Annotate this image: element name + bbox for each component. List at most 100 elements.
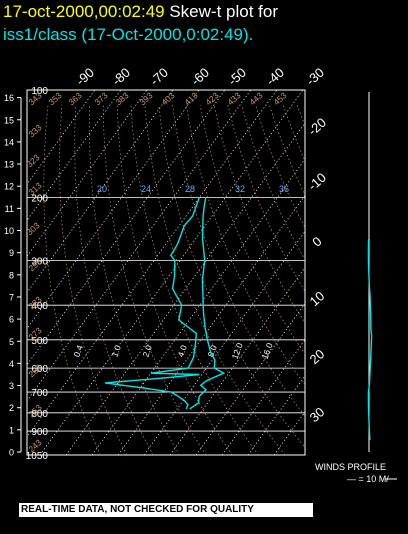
dry-adiabat-label: 413 <box>182 90 199 107</box>
temperature-tick-label-top: -70 <box>147 65 171 89</box>
height-tick-label: 11 <box>5 204 14 214</box>
dry-adiabat-label: 353 <box>46 90 63 107</box>
mixing-ratio-bottom-label: 16.0 <box>260 341 275 360</box>
isotherm-line <box>39 90 304 455</box>
dry-adiabat-line <box>130 104 259 455</box>
dry-adiabat-label: 363 <box>66 90 83 107</box>
winds-profile-label: WINDS PROFILE <box>315 462 387 472</box>
dry-adiabat-label: 443 <box>247 90 264 107</box>
dry-adiabat-line <box>172 104 305 417</box>
plot-title: 17-oct-2000,00:02:49 Skew-t plot for <box>3 2 278 22</box>
height-tick-label: 4 <box>9 359 14 369</box>
grid-layer <box>17 89 408 456</box>
temperature-tick-label-right: -20 <box>305 115 329 139</box>
winds-scale-label: — = 10 M/ <box>347 474 389 484</box>
pressure-tick-label: 700 <box>31 388 48 399</box>
height-tick-label: 5 <box>9 337 14 347</box>
isotherm-line <box>27 90 174 294</box>
isotherm-line <box>65 122 305 455</box>
dry-adiabat-label: 373 <box>92 90 109 107</box>
temperature-series <box>189 197 226 410</box>
dry-adiabat-line <box>227 104 305 292</box>
dry-adiabat-line <box>311 105 408 455</box>
isotherm-line <box>247 375 305 455</box>
temperature-tick-label-top: -40 <box>263 65 287 89</box>
dry-adiabat-label: 453 <box>271 90 288 107</box>
temperature-tick-label-top: -90 <box>73 65 97 89</box>
dewpoint-series <box>104 197 200 410</box>
dry-adiabat-label: 383 <box>113 90 130 107</box>
temperature-tick-label-top: -60 <box>188 65 212 89</box>
dry-adiabat-line <box>74 104 154 455</box>
dry-adiabat-line <box>144 104 286 455</box>
pressure-tick-label: 800 <box>31 409 48 420</box>
isotherm-line <box>27 90 226 366</box>
pressure-tick-label: 500 <box>31 336 48 347</box>
title-datetime: 17-oct-2000,00:02:49 <box>3 2 165 21</box>
label-layer: 1002003004005006007008009001050012345678… <box>4 65 329 462</box>
mixing-ratio-bottom-label: 0.4 <box>71 343 85 358</box>
dry-adiabat-line <box>352 105 408 455</box>
series-layer <box>104 197 226 410</box>
height-tick-label: 14 <box>4 137 14 147</box>
plot-subtitle: iss1/class (17-Oct-2000,0:02:49). <box>3 25 254 44</box>
isotherm-line <box>91 158 305 455</box>
quality-banner: REAL-TIME DATA, NOT CHECKED FOR QUALITY <box>19 503 313 517</box>
mixing-ratio-label: 24 <box>141 184 151 194</box>
dry-adiabat-line <box>185 104 305 386</box>
height-tick-label: 6 <box>9 315 14 325</box>
dry-adiabat-line <box>268 104 305 196</box>
mixing-ratio-label: 32 <box>235 184 245 194</box>
temperature-tick-label-right: 0 <box>309 234 324 250</box>
pressure-tick-label: 100 <box>31 86 48 97</box>
dry-adiabat-line <box>255 104 305 229</box>
pressure-tick-label: 200 <box>31 194 48 205</box>
temperature-tick-label-right: 10 <box>307 288 328 309</box>
wind-profile <box>367 92 397 480</box>
temperature-tick-label-right: 20 <box>307 346 328 367</box>
dry-adiabat-line <box>282 104 305 162</box>
dry-adiabat-line <box>158 104 305 448</box>
pressure-tick-label: 1050 <box>26 451 49 462</box>
isotherm-line <box>221 339 305 455</box>
mixing-ratio-bottom-label: 4.0 <box>175 343 189 358</box>
temperature-tick-label-right: -10 <box>305 170 329 194</box>
height-tick-label: 2 <box>9 403 14 413</box>
height-tick-label: 7 <box>9 292 14 302</box>
height-tick-label: 8 <box>9 270 14 280</box>
isotherm-line <box>27 90 252 402</box>
dry-adiabat-line <box>213 104 305 324</box>
isotherm-line <box>27 90 148 257</box>
dry-adiabat-label: 423 <box>203 90 220 107</box>
mixing-ratio-bottom-label: 1.0 <box>109 343 123 358</box>
dry-adiabat-label: 333 <box>26 122 43 139</box>
isotherm-line <box>117 194 305 455</box>
height-tick-label: 10 <box>4 226 14 236</box>
height-tick-label: 1 <box>9 425 14 435</box>
height-tick-label: 15 <box>4 115 14 125</box>
wind-profile-trace <box>367 239 373 441</box>
isotherm-line <box>143 230 305 455</box>
pressure-tick-label: 600 <box>31 364 48 375</box>
isotherm-line <box>169 266 305 455</box>
mixing-ratio-label: 28 <box>185 184 195 194</box>
dry-adiabat-line <box>338 105 408 455</box>
pressure-tick-label: 900 <box>31 427 48 438</box>
mixing-ratio-label: 36 <box>279 184 289 194</box>
mixing-ratio-bottom-label: 12.0 <box>230 341 245 360</box>
height-tick-label: 0 <box>9 448 14 458</box>
temperature-tick-label-top: -50 <box>225 65 249 89</box>
dry-adiabat-line <box>325 105 408 455</box>
mixing-ratio-bottom-label: 2.0 <box>140 343 154 358</box>
temperature-tick-label-top: -30 <box>303 65 327 89</box>
isotherm-line <box>27 90 278 438</box>
title-plot-kind: Skew-t plot for <box>164 2 278 21</box>
isotherm-line <box>27 90 122 221</box>
dry-adiabat-line <box>88 104 180 455</box>
dry-adiabat-line <box>296 104 305 127</box>
height-tick-label: 16 <box>4 93 14 103</box>
dry-adiabat-line <box>199 104 305 355</box>
isotherm-line <box>27 90 96 185</box>
temperature-tick-label-top: -80 <box>109 65 133 89</box>
